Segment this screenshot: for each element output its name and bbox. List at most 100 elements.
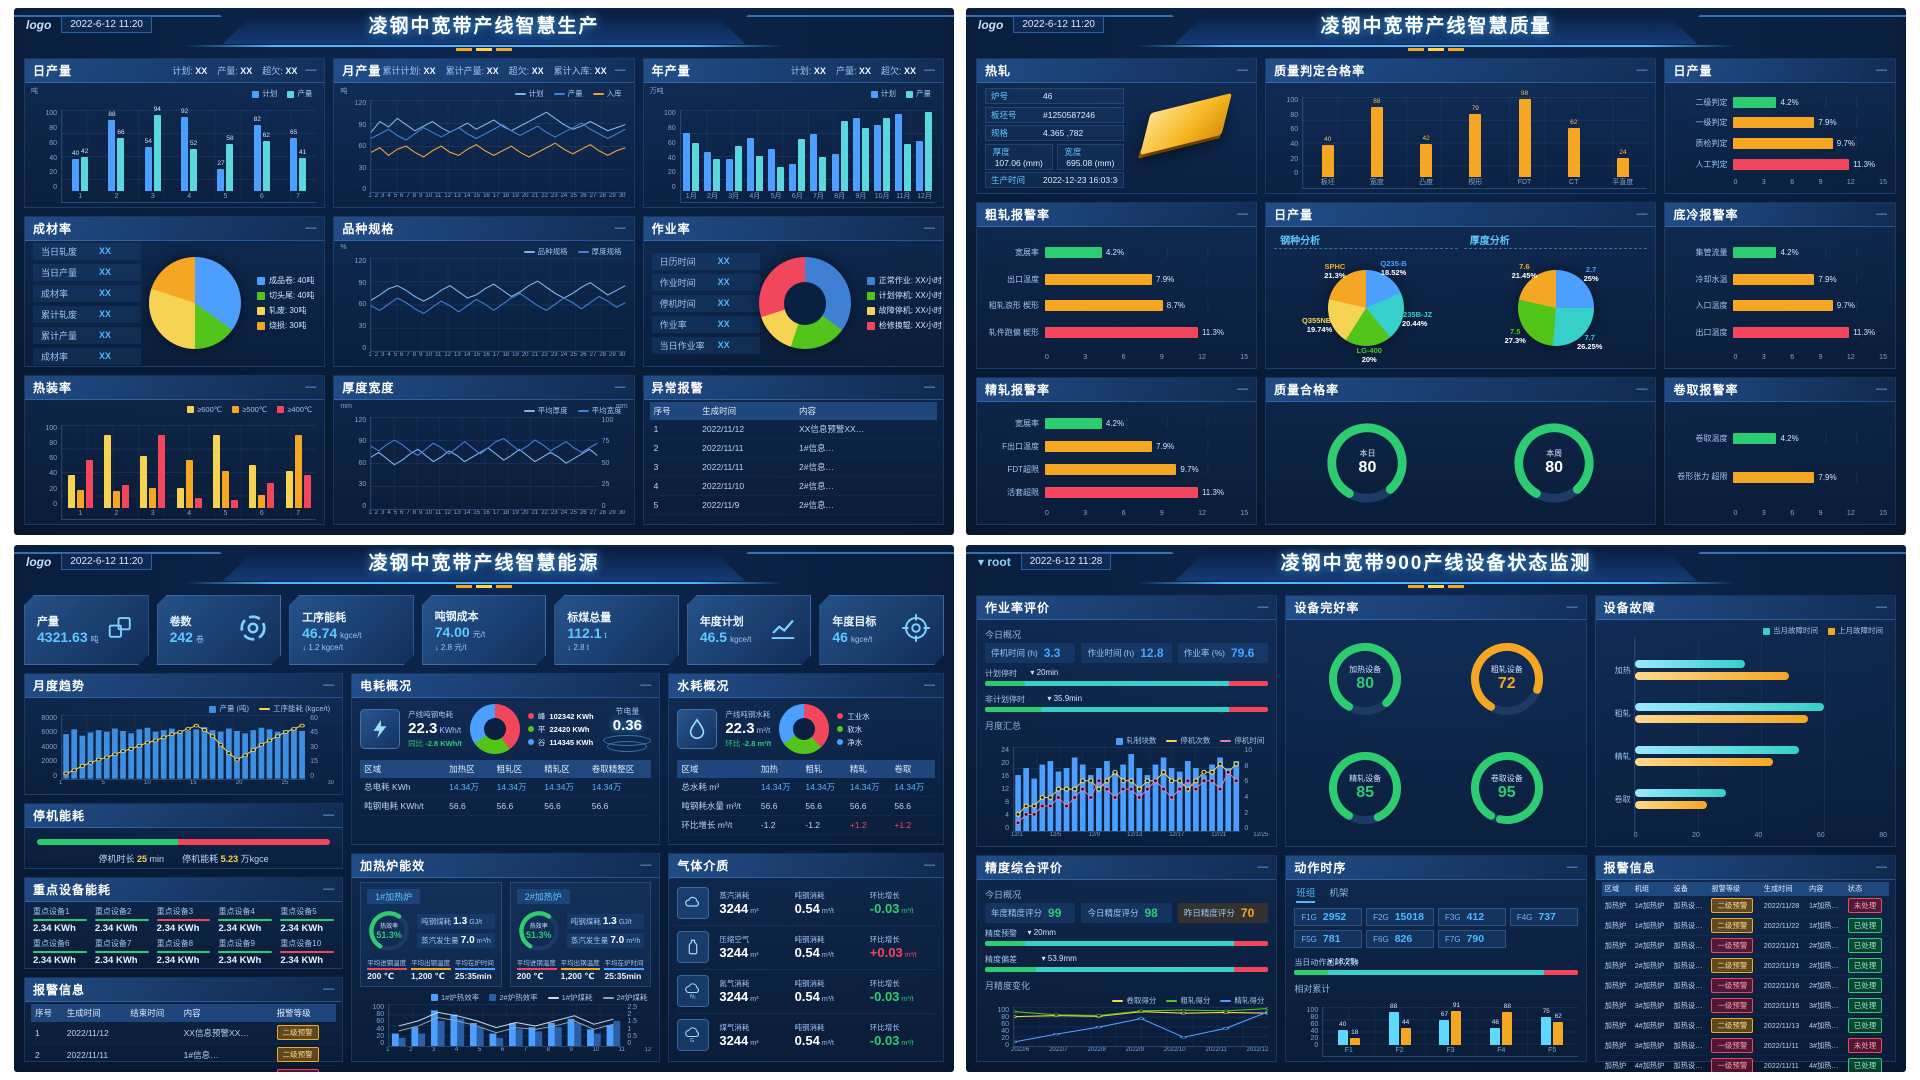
plot-area <box>370 100 626 194</box>
panel-title: 成材率 <box>33 222 73 237</box>
column-header: 区域 <box>360 760 446 778</box>
panel-monthly-trend: 月度趋势 — 产量 (吨) 工序能耗 (kgce/t) 8000 6000 4000 200… <box>24 673 344 795</box>
column-header: 状态 <box>1844 882 1889 897</box>
collapse-icon[interactable]: — <box>1876 382 1887 395</box>
column-header: 结束时间 <box>126 1004 180 1023</box>
stat-row: 作业时间 XX <box>651 273 760 291</box>
column-header: 加热区 <box>445 760 493 778</box>
collapse-icon[interactable]: — <box>305 64 317 76</box>
yield-pie-chart: 成品卷: 40吨 切头尾: 40吨 轧废: 30吨 烧损: 30吨 <box>147 245 316 361</box>
value-chip: F2G 15018 <box>1366 908 1434 927</box>
collapse-icon[interactable]: — <box>323 882 335 895</box>
collapse-icon[interactable]: — <box>924 380 935 393</box>
collapse-icon[interactable]: — <box>640 679 652 691</box>
collapse-icon[interactable]: — <box>1257 861 1269 874</box>
x-tick-label: 宽度 <box>1369 179 1384 187</box>
legend-item: 计划 <box>252 88 277 99</box>
collapse-icon[interactable]: — <box>1237 208 1249 221</box>
collapse-icon[interactable]: — <box>923 858 935 871</box>
collapse-icon[interactable]: — <box>614 222 626 235</box>
resource-delta: 同比 -2.8 KWh/t <box>408 739 462 748</box>
precision-deviation-bar: 精度偏差 ▾ 53.9mm <box>985 954 1269 973</box>
legend-item: 计划 <box>871 88 896 99</box>
bar-group: 75 62 F5 <box>1527 1007 1578 1056</box>
pie-chart <box>758 257 851 350</box>
collapse-icon[interactable]: — <box>323 983 335 996</box>
x-tick-label: F5 <box>1548 1047 1557 1054</box>
x-tick-label: 3月 <box>728 193 740 201</box>
legend-item: 停机时间 <box>1220 735 1264 746</box>
furnace-mini-stat: 平均出钢温度 1,200 ℃ <box>411 959 451 981</box>
kpi-value: 4321.63 吨 <box>37 629 99 645</box>
resource-value: 22.3 KWh/t <box>408 720 462 737</box>
collapse-icon[interactable]: — <box>614 380 626 393</box>
collapse-icon[interactable]: — <box>614 64 626 76</box>
legend-item: 入库 <box>592 88 622 99</box>
collapse-icon[interactable]: — <box>1566 601 1578 613</box>
stat-row: 日历时间 XX <box>651 252 760 270</box>
collapse-icon[interactable]: — <box>640 858 652 871</box>
downtime-bar: 停机时长 25 min 停机能耗 5.23 万kgce <box>25 828 342 868</box>
legend-item: 故障停机: XX小时 <box>866 305 942 316</box>
panel-title: 气体介质 <box>677 858 730 873</box>
root-dropdown[interactable]: ▾ root <box>978 554 1011 569</box>
column-header: 机组 <box>1631 882 1671 897</box>
gas-row: G 煤气消耗 3244 m³ 吨钢消耗 0.54 m³/t 环比增长 -0.03 m³/t <box>677 1014 935 1057</box>
collapse-icon[interactable]: — <box>924 64 935 76</box>
tab-2[interactable]: 机架 <box>1329 888 1349 900</box>
bar: 54 <box>145 138 152 192</box>
collapse-icon[interactable]: — <box>305 222 317 235</box>
collapse-icon[interactable]: — <box>305 380 317 393</box>
hbar-value: 11.3% <box>1853 327 1876 337</box>
pie-label: Q355NBQ 19.74% <box>1302 316 1338 335</box>
bar <box>158 434 166 508</box>
hbar-row: 出口温度 7.9% <box>985 273 1249 285</box>
x-tick-label: 10月 <box>874 193 890 201</box>
column-header: 卷取精整区 <box>587 760 652 778</box>
collapse-icon[interactable]: — <box>1566 861 1578 874</box>
collapse-icon[interactable]: — <box>323 679 335 691</box>
value-chip: F1G 2952 <box>1294 908 1363 927</box>
x-tick-label: 5 <box>223 193 228 201</box>
collapse-icon[interactable]: — <box>1876 861 1887 874</box>
bar-group: 40 18 F1 <box>1323 1007 1374 1056</box>
panel-stats: 计划: XX 产量: XX 超欠: XX <box>791 64 916 77</box>
collapse-icon[interactable]: — <box>924 222 935 235</box>
hbar-label: 出口温度 <box>1007 274 1039 284</box>
collapse-icon[interactable]: — <box>323 808 335 821</box>
collapse-icon[interactable]: — <box>1636 208 1648 221</box>
collapse-icon[interactable]: — <box>1876 208 1887 221</box>
collapse-icon[interactable]: — <box>1237 64 1249 76</box>
tab-1[interactable]: 班组 <box>1296 885 1316 904</box>
collapse-icon[interactable]: — <box>923 679 935 691</box>
bar-group: 92 52 4 <box>171 108 207 202</box>
bar-group: 24 平直度 <box>1598 97 1647 188</box>
power-overview: 产线吨钢电耗 22.3 KWh/t 同比 -2.8 KWh/t 峰 102342 KWh… <box>352 698 659 844</box>
collapse-icon[interactable]: — <box>1636 382 1648 395</box>
collapse-icon[interactable]: — <box>1636 64 1648 76</box>
hbar-value: 4.2% <box>1780 97 1799 107</box>
furnace-stat: 吨钢煤耗 1.3 GJ/t <box>417 913 495 929</box>
section-monthly-precision: 月精度变化 <box>985 981 1031 992</box>
column-header: 报警等级 <box>1708 882 1761 897</box>
panel-title: 热轧 <box>985 64 1012 78</box>
bar: 82 <box>254 116 261 192</box>
bar <box>810 134 818 192</box>
collapse-icon[interactable]: — <box>1876 601 1887 613</box>
bar <box>285 471 293 508</box>
x-tick-label: F3 <box>1446 1047 1455 1054</box>
collapse-icon[interactable]: — <box>1876 64 1887 76</box>
header-stat: 计划: XX <box>790 66 826 76</box>
x-tick-label: 2 <box>114 193 119 201</box>
quality-gauges: 本日 80 本周 80 <box>1266 402 1655 524</box>
bar-group: 2月 <box>702 110 723 202</box>
bar-group: 54 94 3 <box>135 106 171 202</box>
kpi-label: 产量 <box>37 616 59 628</box>
column-header: 粗轧区 <box>492 760 541 778</box>
collapse-icon[interactable]: — <box>1237 382 1249 395</box>
legend-item: 净水 <box>837 737 874 748</box>
gas-icon: G <box>677 1019 710 1052</box>
bar-group: 5月 <box>765 110 786 202</box>
collapse-icon[interactable]: — <box>1257 601 1269 613</box>
